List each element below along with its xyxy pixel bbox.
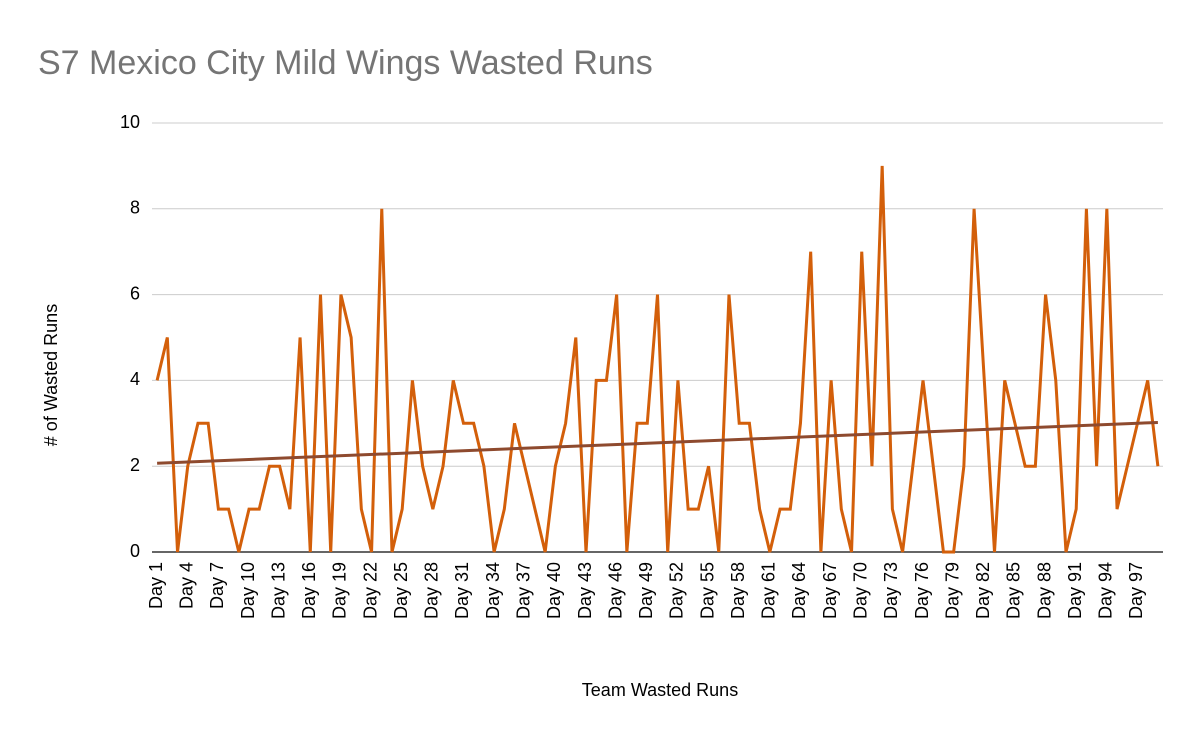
x-tick-label: Day 1 xyxy=(146,562,166,609)
x-tick-label: Day 16 xyxy=(299,562,319,619)
trendline xyxy=(157,420,1158,465)
x-tick-label: Day 40 xyxy=(544,562,564,619)
y-tick-label: 2 xyxy=(130,455,140,475)
y-tick-label: 8 xyxy=(130,198,140,218)
x-tick-label: Day 43 xyxy=(575,562,595,619)
x-tick-label: Day 25 xyxy=(391,562,411,619)
x-tick-label: Day 64 xyxy=(789,562,809,619)
x-tick-label: Day 13 xyxy=(268,562,288,619)
x-tick-label: Day 37 xyxy=(513,562,533,619)
x-tick-label: Day 55 xyxy=(697,562,717,619)
x-tick-label: Day 52 xyxy=(667,562,687,619)
y-tick-label: 6 xyxy=(130,283,140,303)
y-tick-label: 0 xyxy=(130,541,140,561)
x-tick-label: Day 7 xyxy=(207,562,227,609)
x-tick-label: Day 4 xyxy=(176,562,196,609)
x-tick-label: Day 10 xyxy=(238,562,258,619)
x-tick-label: Day 67 xyxy=(820,562,840,619)
x-tick-label: Day 85 xyxy=(1004,562,1024,619)
x-tick-label: Day 82 xyxy=(973,562,993,619)
x-tick-label: Day 70 xyxy=(850,562,870,619)
data-line xyxy=(155,165,1160,554)
x-tick-label: Day 97 xyxy=(1126,562,1146,619)
x-tick-label: Day 58 xyxy=(728,562,748,619)
x-tick-label: Day 49 xyxy=(636,562,656,619)
x-tick-label: Day 31 xyxy=(452,562,472,619)
y-tick-label: 4 xyxy=(130,369,140,389)
x-tick-label: Day 79 xyxy=(942,562,962,619)
x-tick-label: Day 94 xyxy=(1096,562,1116,619)
x-tick-label: Day 19 xyxy=(330,562,350,619)
y-axis-label: # of Wasted Runs xyxy=(41,304,61,446)
x-tick-label: Day 91 xyxy=(1065,562,1085,619)
chart-title: S7 Mexico City Mild Wings Wasted Runs xyxy=(38,44,653,82)
y-tick-label: 10 xyxy=(120,112,140,132)
x-axis-label: Team Wasted Runs xyxy=(582,680,738,700)
x-tick-label: Day 46 xyxy=(605,562,625,619)
x-tick-label: Day 73 xyxy=(881,562,901,619)
x-tick-label: Day 61 xyxy=(759,562,779,619)
x-tick-label: Day 34 xyxy=(483,562,503,619)
x-tick-label: Day 76 xyxy=(912,562,932,619)
x-tick-label: Day 88 xyxy=(1034,562,1054,619)
x-tick-label: Day 22 xyxy=(360,562,380,619)
x-tick-label: Day 28 xyxy=(422,562,442,619)
